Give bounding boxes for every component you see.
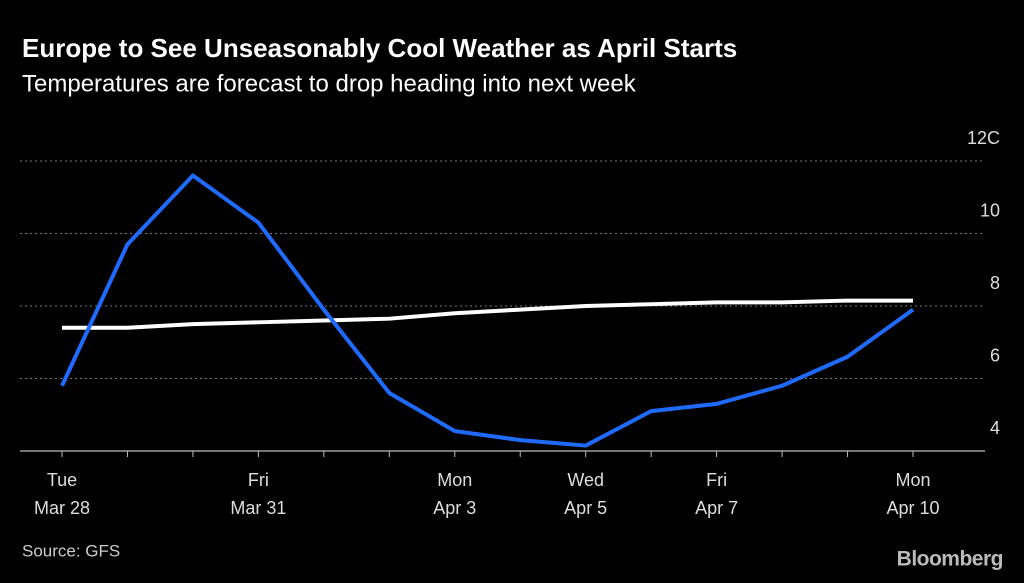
x-tick-label: Mon Apr 10: [886, 470, 939, 518]
chart-subtitle: Temperatures are forecast to drop headin…: [22, 70, 637, 97]
line-series: [62, 298, 913, 330]
logo: Bloomberg: [897, 548, 1003, 571]
chart-title: Europe to See Unseasonably Cool Weather …: [22, 33, 737, 63]
y-tick-label: 12C: [967, 128, 1000, 148]
x-tick-label: Fri Mar 31: [230, 470, 286, 518]
x-tick-label: Fri Apr 7: [695, 470, 738, 518]
x-tick-label: Tue Mar 28: [34, 470, 90, 518]
source: Source: GFS: [22, 541, 120, 560]
line-series: [60, 173, 915, 448]
x-tick-label: Mon Apr 3: [433, 470, 476, 518]
y-tick-label: 4: [990, 418, 1000, 438]
x-tick-label: Wed Apr 5: [564, 470, 607, 518]
y-tick-label: 6: [990, 345, 1000, 365]
y-tick-label: 10: [980, 200, 1000, 220]
y-tick-label: 8: [990, 273, 1000, 293]
